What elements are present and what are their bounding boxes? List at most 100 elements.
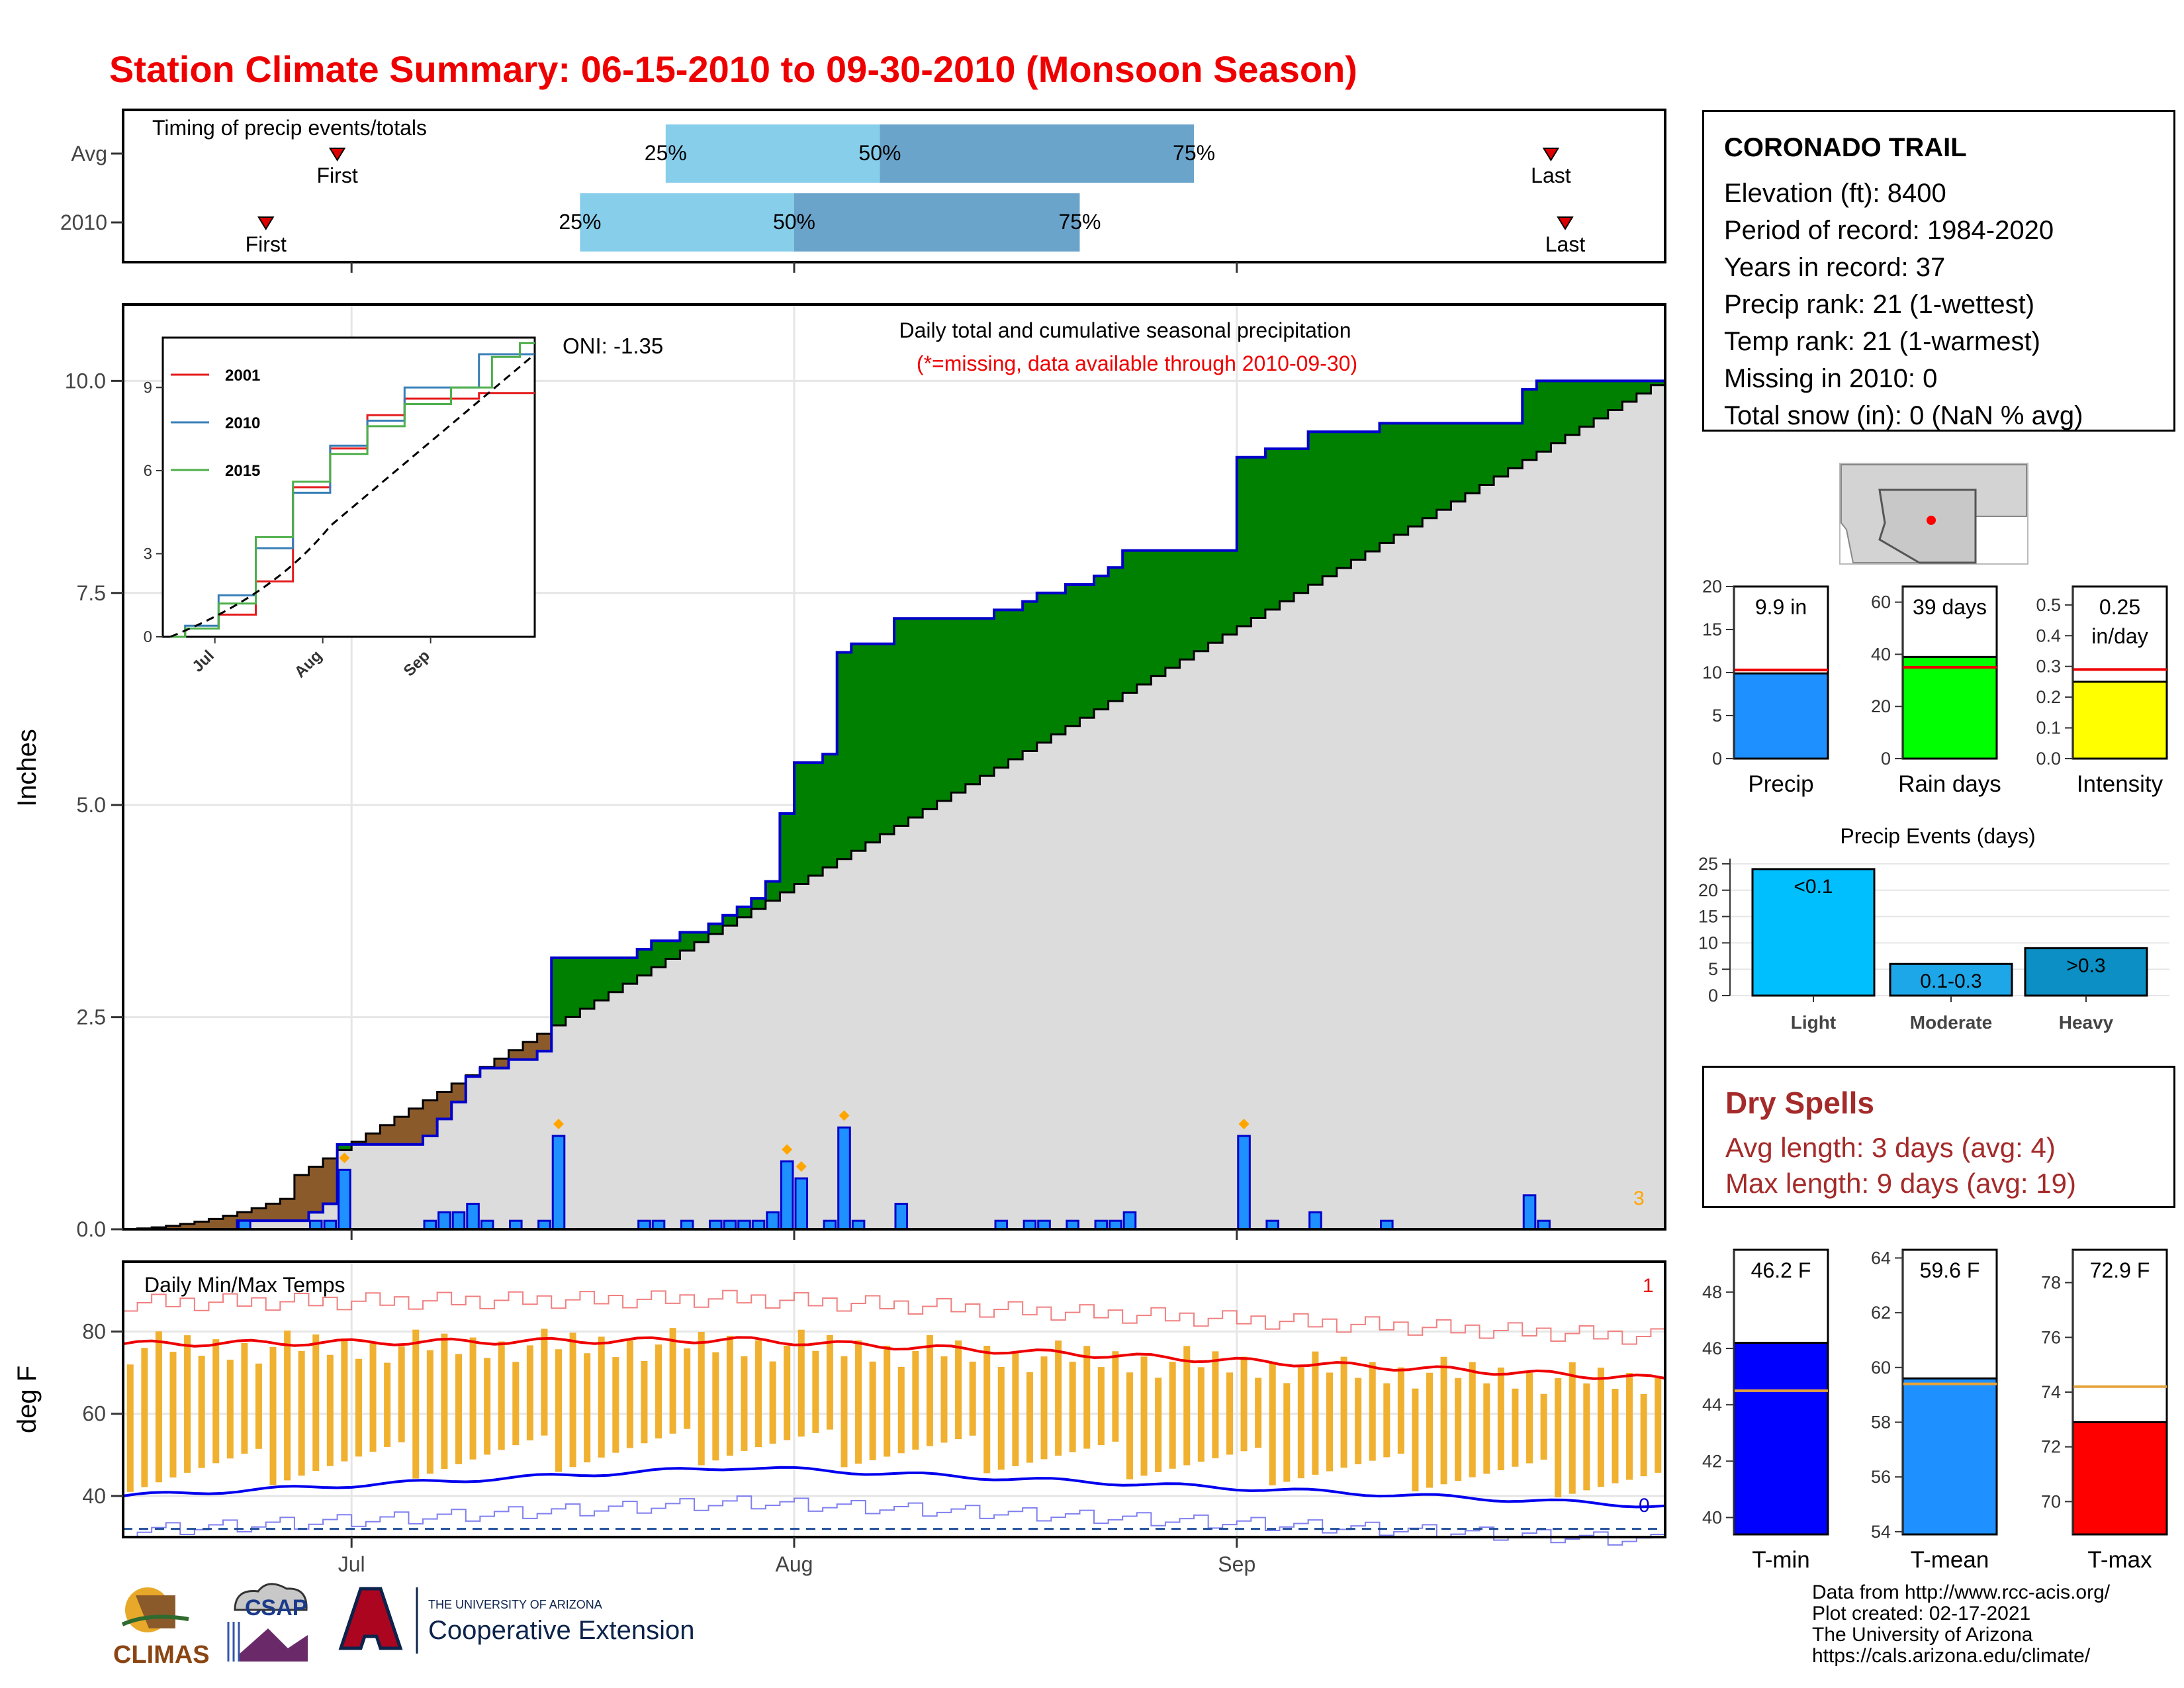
- daily-precip-bar: [1522, 1194, 1537, 1231]
- avg-cumulative-area: [123, 385, 1665, 1230]
- surplus-segment: [751, 898, 766, 910]
- station-missing: Missing in 2010: 0: [1724, 364, 1938, 393]
- events-bar: [1889, 962, 2013, 997]
- deficit-segment: [523, 1042, 538, 1060]
- summary-bar-value-label: 46.2 F: [1751, 1258, 1811, 1282]
- summary-bar-tick-label: 5: [1712, 706, 1722, 726]
- summary-bar-value-label: 9.9 in: [1755, 595, 1807, 619]
- summary-bar-value-label: 72.9 F: [2090, 1258, 2150, 1282]
- temp-x-tick-label: Aug: [776, 1552, 813, 1576]
- inset-y-tick-label: 6: [144, 462, 152, 480]
- precip-y-tick-label: 0.0: [77, 1217, 106, 1241]
- precip-panel: 0.0 2.5 5.0 7.5 10.0 Daily total and cumulat…: [13, 303, 1666, 1241]
- timing-p25-label: 25%: [559, 210, 601, 234]
- station-snow: Total snow (in): 0 (NaN % avg): [1724, 401, 2083, 430]
- surplus-segment: [565, 957, 580, 1017]
- summary-bar-tick-label: 64: [1871, 1248, 1891, 1268]
- summary-bar-tick-label: 10: [1702, 663, 1722, 682]
- daily-precip-bar: [1237, 1135, 1251, 1231]
- surplus-segment: [737, 906, 752, 917]
- surplus-segment: [1608, 381, 1623, 410]
- surplus-segment: [1079, 584, 1095, 718]
- events-category-label: Moderate: [1910, 1012, 1992, 1033]
- deficit-segment: [408, 1108, 424, 1145]
- csap-logo: CSAP: [227, 1583, 308, 1662]
- summary-bar-tick-label: 0.4: [2036, 626, 2061, 645]
- summary-bar-tick-label: 0.3: [2036, 657, 2061, 677]
- credits: Data from http://www.rcc-acis.org/ Plot …: [1812, 1582, 2110, 1667]
- climas-text: CLIMAS: [113, 1641, 210, 1669]
- first-marker-icon: [257, 216, 275, 230]
- avg-cumulative-line: [123, 384, 1665, 1231]
- events-bar-label: >0.3: [2066, 955, 2105, 976]
- summary-bar-tick-label: 74: [2041, 1382, 2061, 1402]
- temp-ylabel: deg F: [13, 1366, 42, 1433]
- surplus-segment: [1365, 432, 1381, 551]
- summary-bar-tick-label: 58: [1871, 1412, 1891, 1432]
- surplus-segment: [637, 949, 652, 976]
- surplus-segment: [808, 763, 823, 876]
- summary-bar-value: [1733, 672, 1829, 760]
- deficit-segment: [265, 1203, 281, 1221]
- temp-label: Daily Min/Max Temps: [144, 1273, 345, 1297]
- missing-note: (*=missing, data available through 2010-…: [917, 352, 1357, 375]
- summary-bar-value-label: 0.25: [2099, 595, 2140, 619]
- precip-ylabel: Inches: [13, 729, 42, 807]
- surplus-segment: [1165, 550, 1180, 668]
- deficit-segment: [537, 1033, 552, 1051]
- daily-precip-bar: [894, 1203, 909, 1231]
- summary-bar-tick-label: 20: [1702, 577, 1722, 596]
- deficit-segment: [308, 1166, 324, 1213]
- deficit-segment: [365, 1133, 381, 1145]
- deficit-segment: [451, 1083, 467, 1102]
- extreme-day-icon: [553, 1119, 565, 1130]
- summary-bar-value-label: 39 days: [1913, 595, 1987, 619]
- surplus-segment: [1622, 381, 1637, 402]
- dry-spells-max: Max length: 9 days (avg: 19): [1725, 1168, 2076, 1199]
- summary-bar-rain-days: 39 days 0 20 40 60 Rain days: [1871, 585, 2001, 797]
- surplus-segment: [1008, 610, 1023, 760]
- ua-small-text: THE UNIVERSITY OF ARIZONA: [428, 1598, 602, 1611]
- timing-bar-25-50: [665, 124, 880, 183]
- summary-bar-value: [1901, 1377, 1998, 1536]
- inset-y-tick-label: 0: [144, 628, 152, 646]
- temp-panel: Daily Min/Max Temps 1 0 deg F 40 60 80 Jul A…: [13, 1260, 1666, 1576]
- surplus-segment: [794, 763, 809, 884]
- inset-y-tick-label: 9: [144, 379, 152, 397]
- surplus-segment: [1479, 423, 1494, 485]
- deficit-segment: [423, 1100, 438, 1137]
- summary-bar-tick-label: 40: [1871, 644, 1891, 664]
- summary-bar-tick-label: 60: [1871, 592, 1891, 612]
- surplus-segment: [994, 610, 1009, 768]
- deficit-segment: [208, 1219, 224, 1229]
- precip-frame: [122, 303, 1666, 1231]
- surplus-segment: [1194, 550, 1209, 651]
- first-marker-icon: [328, 148, 346, 162]
- surplus-segment: [1394, 423, 1409, 535]
- csap-text: CSAP: [245, 1595, 307, 1620]
- surplus-segment: [665, 941, 680, 959]
- precip-y-tick-label: 10.0: [65, 369, 106, 393]
- climas-swoosh: [121, 1615, 189, 1626]
- temp-x-tick-label: Jul: [338, 1552, 365, 1576]
- page-title: Station Climate Summary: 06-15-2010 to 0…: [109, 48, 1357, 90]
- daily-precip-bar: [338, 1168, 351, 1231]
- timing-row-label: Avg: [71, 142, 107, 165]
- surplus-segment: [1208, 550, 1223, 643]
- summary-bar-tick-label: 44: [1702, 1395, 1722, 1415]
- timing-bar-50-75: [794, 193, 1080, 252]
- temp-bar-t-mean: 59.6 F 54 56 58 60 62 64 T-mean: [1871, 1248, 1998, 1573]
- events-bar: [2024, 947, 2148, 997]
- timing-first-label: First: [317, 164, 358, 187]
- avg-min-temp-line: [122, 1466, 1666, 1509]
- summary-bar-tick-label: 78: [2041, 1273, 2061, 1293]
- ua-big-text: Cooperative Extension: [428, 1616, 694, 1645]
- station-elevation: Elevation (ft): 8400: [1724, 179, 1946, 208]
- surplus-segment: [765, 881, 780, 901]
- summary-bar-tick-label: 0: [1712, 749, 1722, 769]
- deficit-segment: [194, 1221, 209, 1229]
- summary-bar-value: [2071, 680, 2168, 760]
- surplus-segment: [1508, 423, 1523, 469]
- summary-bar-tick-label: 0.5: [2036, 595, 2061, 615]
